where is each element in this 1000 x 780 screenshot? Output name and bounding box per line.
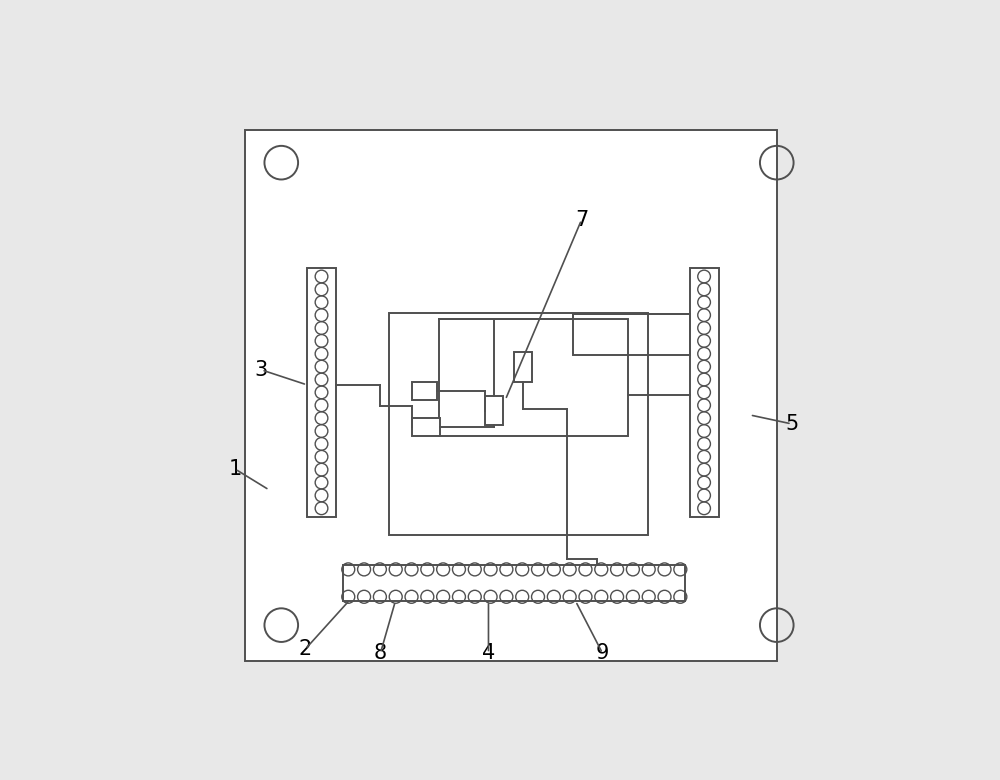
Text: 7: 7: [575, 210, 588, 230]
Text: 9: 9: [596, 644, 609, 663]
Bar: [343, 565, 685, 601]
Bar: [389, 313, 648, 535]
Bar: [485, 396, 503, 425]
Text: 5: 5: [785, 414, 798, 434]
Bar: [412, 382, 437, 400]
Bar: [245, 129, 777, 661]
Bar: [573, 314, 690, 355]
Text: 4: 4: [482, 644, 495, 663]
Text: 1: 1: [228, 459, 242, 479]
Text: 8: 8: [374, 644, 387, 663]
Text: 3: 3: [255, 360, 268, 380]
Bar: [439, 319, 628, 436]
Text: 2: 2: [299, 639, 312, 659]
Bar: [412, 418, 440, 436]
Bar: [514, 352, 532, 382]
Bar: [307, 268, 336, 517]
Bar: [690, 268, 719, 517]
